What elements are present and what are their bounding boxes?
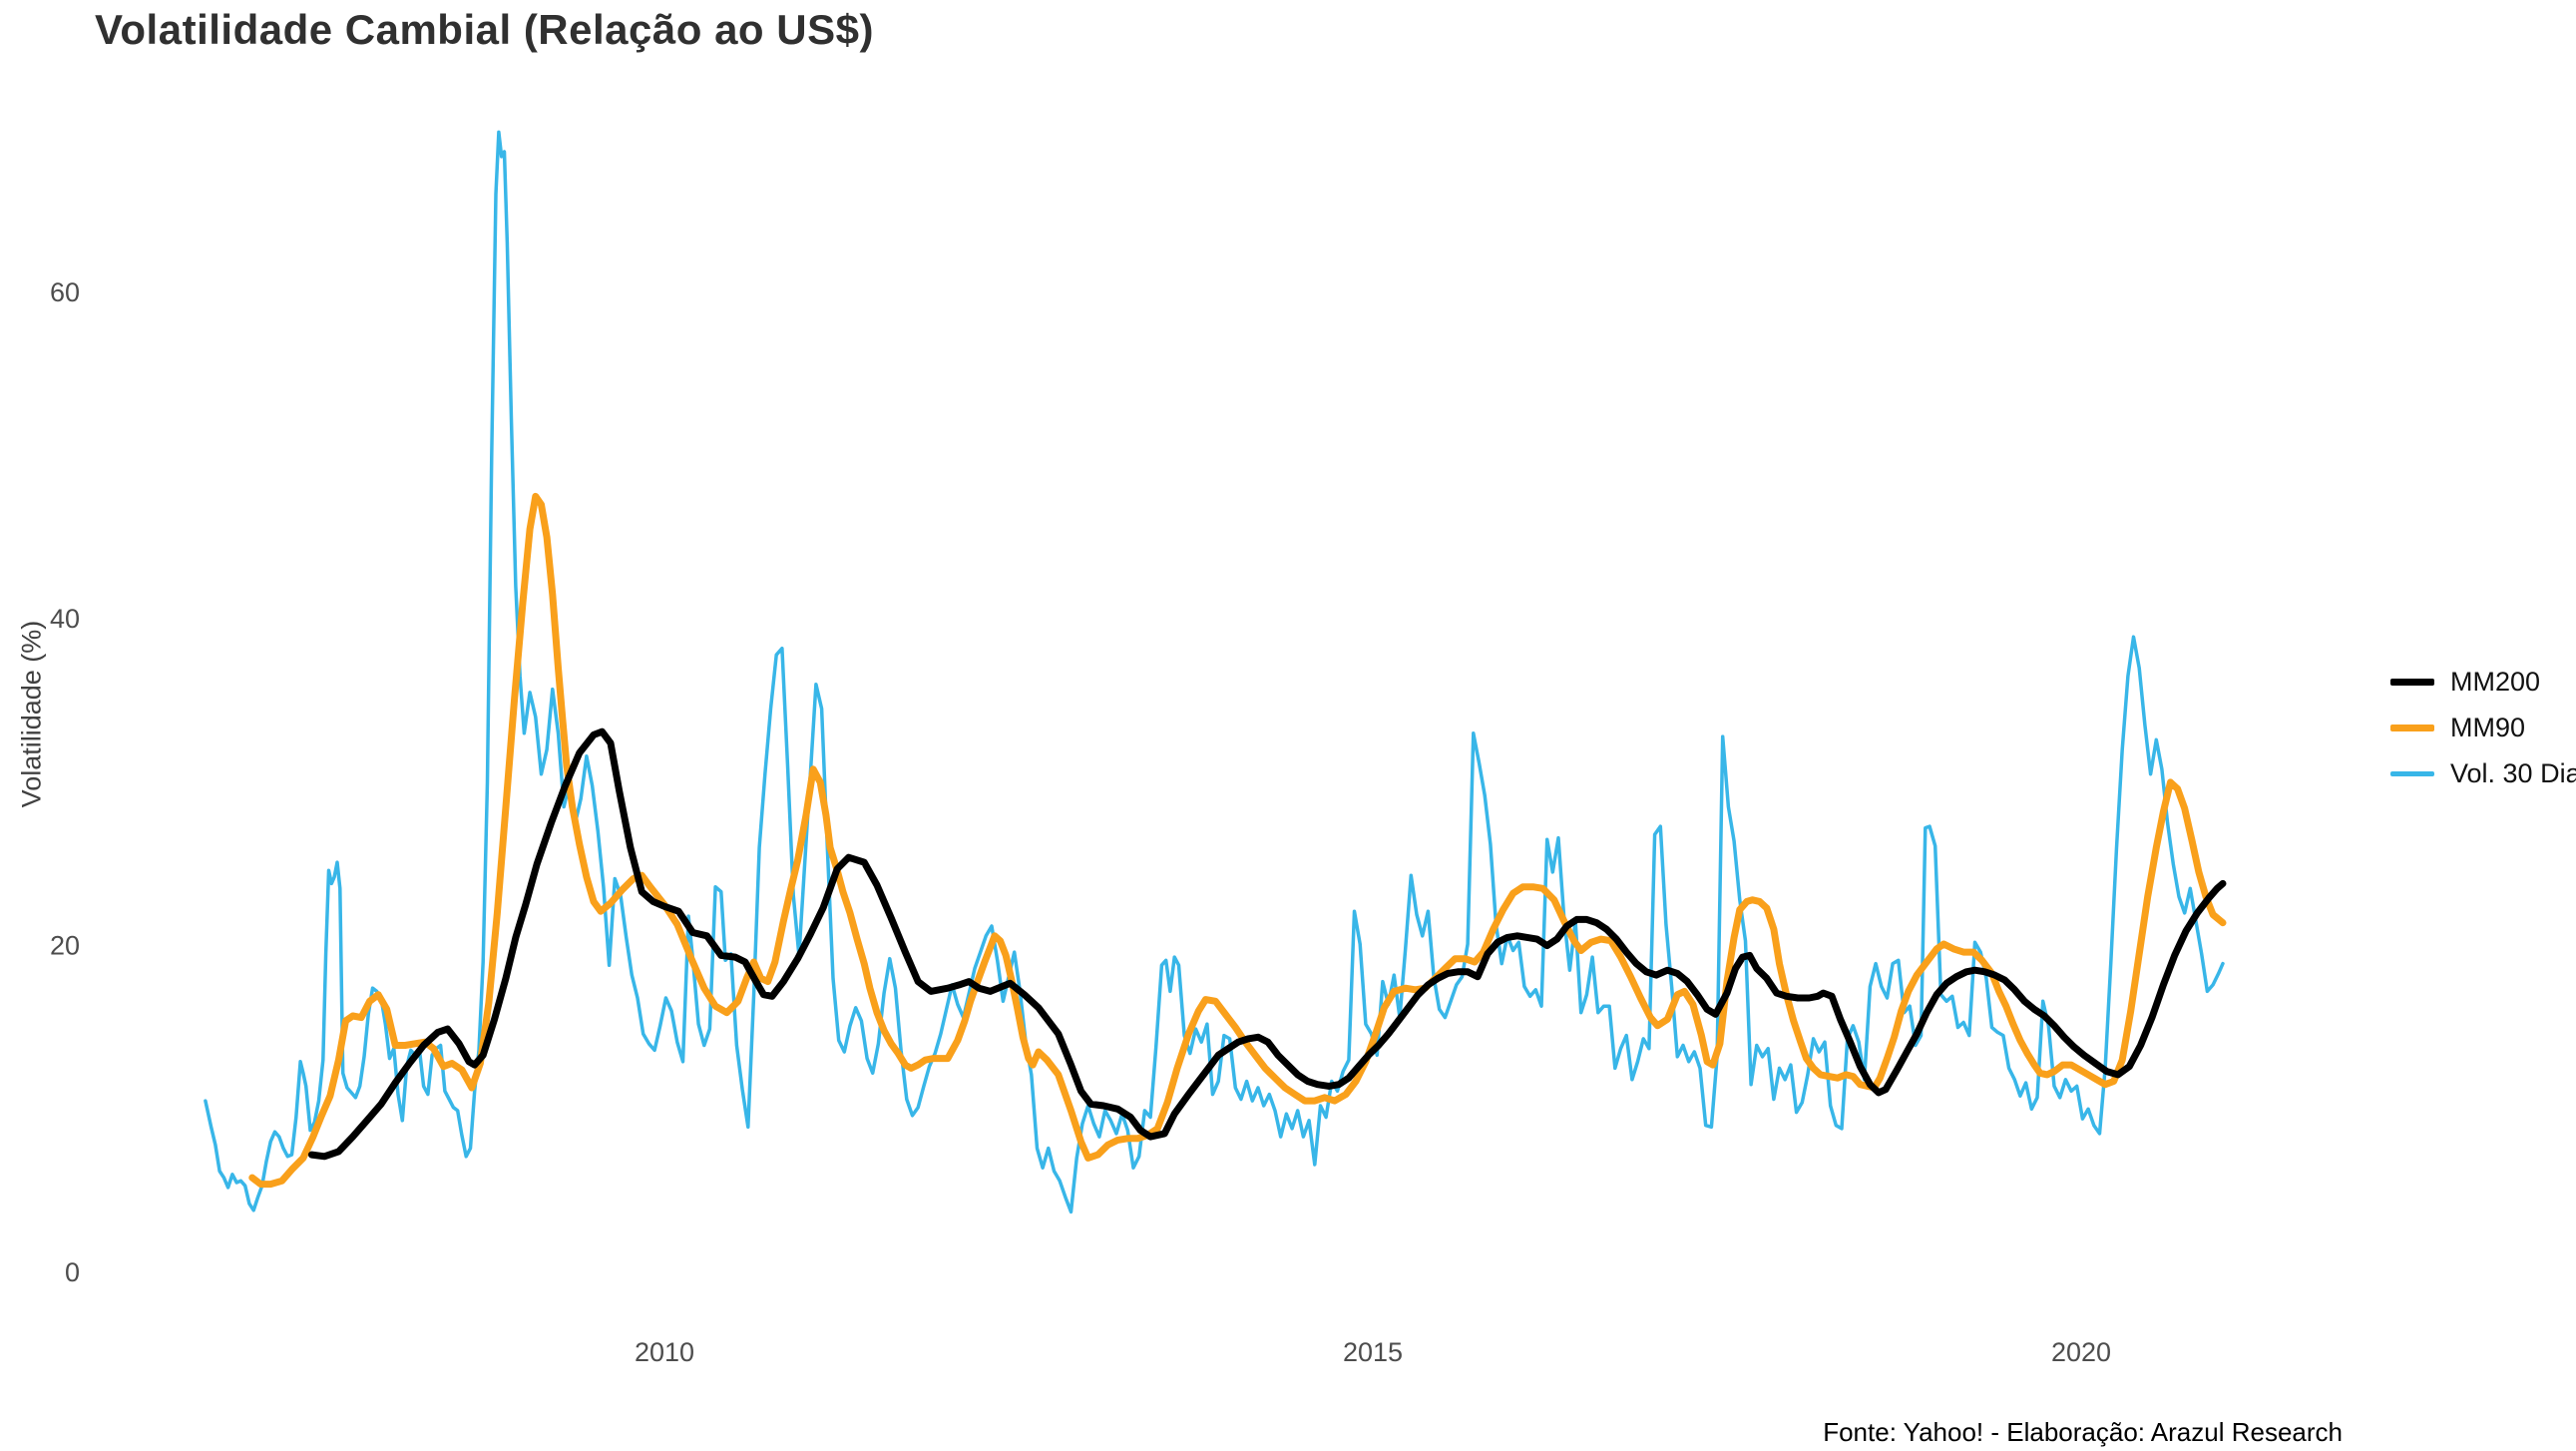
series-line-mm200 bbox=[307, 727, 2227, 1161]
series-line-vol30dias bbox=[204, 130, 2225, 1214]
legend-line-swatch-mm90 bbox=[2390, 724, 2434, 731]
y-tick-label: 60 bbox=[50, 277, 80, 307]
legend-item-mm200: MM200 bbox=[2390, 659, 2576, 705]
x-tick-label: 2015 bbox=[1343, 1337, 1403, 1367]
source-note: Fonte: Yahoo! - Elaboração: Arazul Resea… bbox=[1823, 1417, 2343, 1447]
legend: MM200 MM90 Vol. 30 Dias bbox=[2390, 659, 2576, 796]
legend-label: MM90 bbox=[2450, 712, 2526, 742]
chart-title: Volatilidade Cambial (Relação ao US$) bbox=[95, 6, 874, 53]
y-tick-label: 40 bbox=[50, 604, 80, 634]
y-axis-title: Volatilidade (%) bbox=[16, 620, 47, 808]
legend-line-swatch-vol30dias bbox=[2390, 770, 2434, 776]
legend-label: Vol. 30 Dias bbox=[2450, 757, 2576, 788]
y-tick-label: 0 bbox=[65, 1257, 80, 1287]
x-tick-label: 2020 bbox=[2051, 1337, 2111, 1367]
legend-item-vol30dias: Vol. 30 Dias bbox=[2390, 750, 2576, 796]
legend-label: MM200 bbox=[2450, 666, 2541, 697]
series-line-mm90 bbox=[248, 492, 2227, 1189]
y-tick-label: 20 bbox=[50, 931, 80, 961]
legend-item-mm90: MM90 bbox=[2390, 705, 2576, 750]
x-tick-label: 2010 bbox=[635, 1337, 694, 1367]
legend-line-swatch-mm200 bbox=[2390, 678, 2434, 686]
